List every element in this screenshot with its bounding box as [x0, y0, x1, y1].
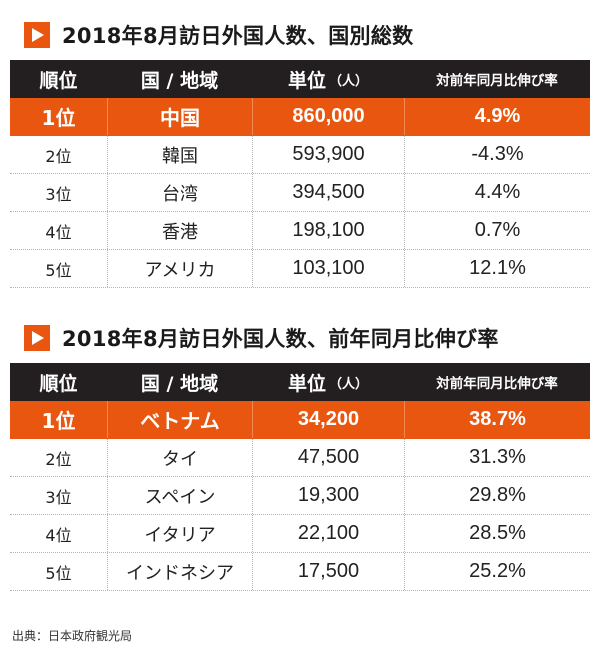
section-title: 2018年8月訪日外国人数、前年同月比伸び率	[62, 327, 499, 351]
country-cell: 中国	[107, 98, 252, 135]
visitors-cell: 17,500	[252, 553, 404, 590]
yoy-cell: 29.8%	[404, 477, 590, 514]
yoy-cell: 25.2%	[404, 553, 590, 590]
header-rank: 順位	[39, 372, 78, 395]
visitors-cell: 34,200	[252, 401, 404, 438]
table-row: 5位 アメリカ 103,100 12.1%	[10, 250, 590, 288]
rank-cell: 1位	[41, 409, 76, 433]
header-country: 国 / 地域	[140, 69, 219, 92]
header-unit-sub: （人）	[329, 73, 369, 89]
play-icon	[24, 325, 50, 351]
country-cell: インドネシア	[107, 553, 252, 590]
yoy-cell: 38.7%	[404, 401, 590, 438]
yoy-cell: -4.3%	[404, 136, 590, 173]
table-row: 4位 香港 198,100 0.7%	[10, 212, 590, 250]
rank-cell: 5位	[45, 563, 72, 583]
table-row: 5位 インドネシア 17,500 25.2%	[10, 553, 590, 591]
visitors-cell: 47,500	[252, 439, 404, 476]
country-cell: スペイン	[107, 477, 252, 514]
source-note: 出典：日本政府観光局	[12, 629, 133, 643]
section-title-row: 2018年8月訪日外国人数、国別総数	[0, 20, 600, 50]
visitors-cell: 19,300	[252, 477, 404, 514]
table-row: 3位 台湾 394,500 4.4%	[10, 174, 590, 212]
table-row: 1位 ベトナム 34,200 38.7%	[10, 401, 590, 439]
rank-cell: 5位	[45, 260, 72, 280]
header-unit-label: 単位	[287, 69, 326, 92]
visitors-cell: 593,900	[252, 136, 404, 173]
country-cell: タイ	[107, 439, 252, 476]
header-unit-label: 単位	[287, 372, 326, 395]
section-title: 2018年8月訪日外国人数、国別総数	[62, 24, 414, 48]
rank-cell: 4位	[45, 222, 72, 242]
yoy-cell: 12.1%	[404, 250, 590, 287]
rank-cell: 2位	[45, 449, 72, 469]
yoy-cell: 0.7%	[404, 212, 590, 249]
table-row: 2位 タイ 47,500 31.3%	[10, 439, 590, 477]
yoy-cell: 4.4%	[404, 174, 590, 211]
table-row: 3位 スペイン 19,300 29.8%	[10, 477, 590, 515]
rank-cell: 2位	[45, 146, 72, 166]
yoy-cell: 28.5%	[404, 515, 590, 552]
visitors-cell: 394,500	[252, 174, 404, 211]
section-title-row: 2018年8月訪日外国人数、前年同月比伸び率	[0, 323, 600, 353]
ranking-table: 順位 国 / 地域 単位 （人） 対前年同月比伸び率 1位 中国 860,000 …	[10, 60, 590, 288]
rank-cell: 3位	[45, 184, 72, 204]
country-cell: ベトナム	[107, 401, 252, 438]
country-cell: 台湾	[107, 174, 252, 211]
header-unit-sub: （人）	[329, 376, 369, 392]
header-yoy: 対前年同月比伸び率	[436, 376, 558, 392]
country-cell: 韓国	[107, 136, 252, 173]
header-yoy: 対前年同月比伸び率	[436, 73, 558, 89]
yoy-cell: 4.9%	[404, 98, 590, 135]
header-country: 国 / 地域	[140, 372, 219, 395]
country-cell: アメリカ	[107, 250, 252, 287]
header-rank: 順位	[39, 69, 78, 92]
play-icon	[24, 22, 50, 48]
table-row: 2位 韓国 593,900 -4.3%	[10, 136, 590, 174]
country-cell: イタリア	[107, 515, 252, 552]
header-unit: 単位 （人）	[252, 60, 404, 98]
country-cell: 香港	[107, 212, 252, 249]
visitors-cell: 22,100	[252, 515, 404, 552]
ranking-table: 順位 国 / 地域 単位 （人） 対前年同月比伸び率 1位 ベトナム 34,200…	[10, 363, 590, 591]
section-growth-rate: 2018年8月訪日外国人数、前年同月比伸び率 順位 国 / 地域 単位 （人） 対…	[0, 323, 600, 591]
rank-cell: 1位	[41, 106, 76, 130]
table-row: 4位 イタリア 22,100 28.5%	[10, 515, 590, 553]
rank-cell: 4位	[45, 525, 72, 545]
visitors-cell: 198,100	[252, 212, 404, 249]
yoy-cell: 31.3%	[404, 439, 590, 476]
rank-cell: 3位	[45, 487, 72, 507]
table-row: 1位 中国 860,000 4.9%	[10, 98, 590, 136]
header-unit: 単位 （人）	[252, 363, 404, 401]
section-country-totals: 2018年8月訪日外国人数、国別総数 順位 国 / 地域 単位 （人） 対前年同月…	[0, 20, 600, 288]
visitors-cell: 103,100	[252, 250, 404, 287]
visitors-cell: 860,000	[252, 98, 404, 135]
table-header: 順位 国 / 地域 単位 （人） 対前年同月比伸び率	[10, 60, 590, 98]
table-header: 順位 国 / 地域 単位 （人） 対前年同月比伸び率	[10, 363, 590, 401]
